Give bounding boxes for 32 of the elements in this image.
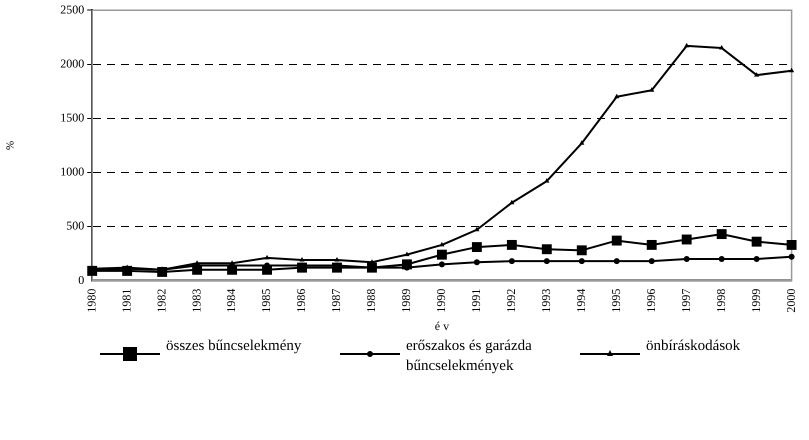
y-axis-title: % [4,140,16,150]
x-tick-label: 1993 [538,288,553,313]
x-tick-label: 1985 [259,288,274,313]
y-tick-label: 500 [66,218,84,233]
x-tick-label: 1999 [748,288,763,313]
legend-label: erőszakos és garázda bűncselekmények [406,337,533,376]
y-tick-label: 2000 [60,56,84,70]
x-tick-label: 1992 [504,288,518,313]
x-axis-title: é v [434,318,450,333]
y-tick-label: 1000 [60,164,84,179]
x-tick-label: 1989 [399,288,414,313]
x-tick-label: 1998 [714,288,728,313]
legend-label: önbíráskodások [646,337,742,356]
x-tick-label: 1995 [608,288,623,313]
legend-label: összes bűncselekmény [166,337,302,356]
x-tick-label: 1996 [644,288,658,313]
x-tick-label: 1986 [294,288,308,313]
x-tick-label: 2000 [784,288,798,313]
x-tick-label: 1981 [119,288,134,313]
x-tick-label: 1987 [329,288,344,313]
x-tick-label: 1988 [364,288,378,313]
x-tick-label: 1997 [678,288,693,313]
x-tick-label: 1982 [154,288,168,313]
y-tick-label: 2500 [60,2,84,16]
x-tick-label: 1983 [189,288,204,313]
x-tick-label: 1990 [434,288,448,313]
y-tick-label: 1500 [60,110,84,125]
x-tick-label: 1984 [224,288,238,313]
y-tick-label: 0 [78,272,84,287]
x-tick-label: 1991 [469,288,484,313]
x-tick-label: 1980 [84,288,98,313]
x-tick-label: 1994 [574,288,588,313]
